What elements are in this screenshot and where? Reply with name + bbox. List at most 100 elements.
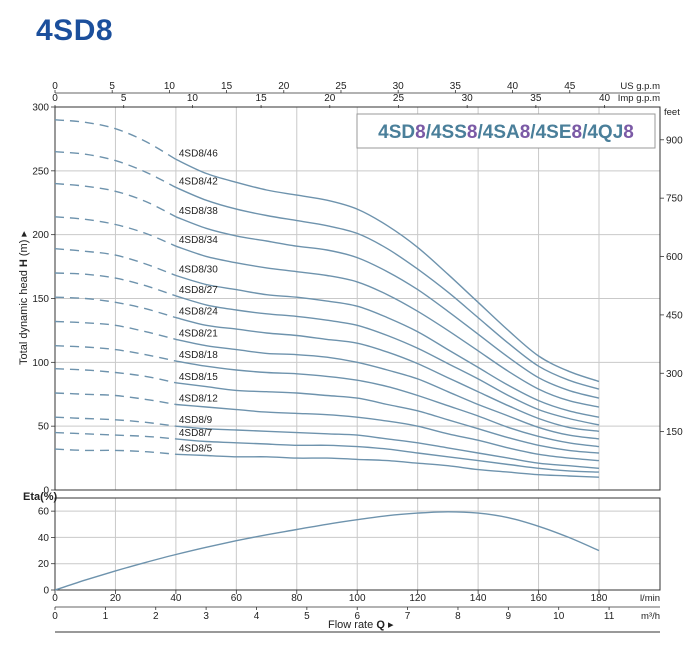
top-axis-tick-label: 5 [109,81,115,92]
head-curve-dashed [54,416,176,427]
top-axis-unit: US g.p.m [620,81,660,92]
curve-label: 4SD8/34 [179,235,218,246]
curve-label: 4SD8/30 [179,265,218,276]
left-axis-tick-label: 150 [32,294,49,305]
top-axis-tick-label: 0 [52,81,58,92]
curve-label: 4SD8/27 [179,285,218,296]
top-axis-tick-label: 45 [564,81,576,92]
head-axis-unit: (m) [18,240,30,257]
top-axis-tick-label: 10 [187,93,199,104]
head-curve-dashed [54,345,177,362]
curve-label: 4SD8/9 [179,415,213,426]
top-axis-tick-label: 40 [507,81,519,92]
feet-axis-tick-label: 150 [666,427,683,438]
top-axis-tick-label: 35 [450,81,462,92]
left-axis-tick-label: 0 [43,486,49,497]
series-banner-part: 8 [572,122,583,143]
svg-text:Total dynamic head: Total dynamic head H (m) ▸ [18,231,30,365]
left-axis-tick-label: 200 [32,230,49,241]
flow-axis-tick-label: 60 [231,593,243,604]
m3h-axis-unit: m³/h [641,611,660,622]
series-banner-part: /4QJ [582,122,623,143]
curve-labels: 4SD8/46 4SD8/42 4SD8/38 4SD8/34 4SD8/30 4SD8/… [179,148,218,454]
m3h-axis-tick-label: 11 [604,611,615,622]
left-axis-tick-label: 250 [32,166,49,177]
series-banner-part: 4SD [378,122,415,143]
top-axis-tick-label: 40 [599,93,611,104]
curve-label: 4SD8/12 [179,393,218,404]
feet-axis-tick-label: 450 [666,310,683,321]
head-curve [175,453,600,478]
curve-label: 4SD8/15 [179,372,218,383]
head-curve-dashed [54,392,177,406]
top-axis-tick-label: 25 [393,93,405,104]
head-curve [175,245,600,408]
series-banner-part: 8 [415,122,426,143]
left-axis-tick-label: 50 [38,422,50,433]
curve-label: 4SD8/42 [179,176,218,187]
m3h-axis-tick-label: 4 [254,611,260,622]
m3h-axis-tick-label: 1 [103,611,109,622]
head-curve-dashed [54,448,176,455]
eta-axis-tick-label: 60 [38,507,50,518]
head-curve [175,295,600,426]
flow-axis-tick-label: 180 [591,593,608,604]
head-chart-grid [55,107,660,490]
top-axis-tick-label: 20 [324,93,336,104]
top-axis-tick-label: 15 [256,93,268,104]
top-axis-tick-label: 30 [462,93,474,104]
flow-axis-tick-label: 40 [170,593,182,604]
series-banner-part: /4SS [426,122,467,143]
page-title: 4SD8 [36,14,114,47]
head-axis-left: 0 50 100 150 200 250 300 [32,103,55,497]
head-curve-dashed [54,151,177,189]
m3h-axis-tick-label: 7 [405,611,411,622]
curve-label: 4SD8/7 [179,428,213,439]
head-curve [175,403,600,462]
flow-axis-tick-label: 140 [470,593,487,604]
feet-axis-tick-label: 300 [666,369,683,380]
eta-axis-tick-label: 40 [38,533,50,544]
curve-label: 4SD8/21 [179,328,218,339]
head-curve [175,316,600,432]
m3h-axis-tick-label: 0 [52,611,58,622]
curve-label: 4SD8/24 [179,307,218,318]
m3h-axis-tick-label: 8 [455,611,461,622]
head-curve [175,274,600,418]
flow-axis-title: Flow rate Q ▸ [328,619,394,631]
head-curve [175,186,600,390]
head-curve-dashed [54,119,177,160]
head-curve [175,382,600,454]
efficiency-chart-grid [55,498,660,590]
eta-axis-tick-label: 20 [38,559,50,570]
efficiency-curve [54,511,600,591]
series-banner-part: /4SE [530,122,571,143]
head-axis-title: Total dynamic head H (m) ▸ [18,231,30,365]
feet-axis-tick-label: 600 [666,252,683,263]
head-curve-dashed [54,431,176,440]
series-banner-part: 8 [623,122,634,143]
series-banner-part: 8 [467,122,478,143]
head-curve [175,216,600,399]
top-axis-tick-label: 25 [335,81,347,92]
top-axis-unit: Imp g.p.m [618,93,660,104]
head-axis-feet: 150 300 450 600 750 900 [660,135,683,438]
series-banner-part: 8 [520,122,531,143]
series-banner-part: /4SA [477,122,520,143]
left-axis-tick-label: 100 [32,358,49,369]
flow-axis-tick-label: 20 [110,593,122,604]
head-axis-title-text: Total dynamic head [18,270,30,365]
head-curve [175,158,600,383]
curve-label: 4SD8/5 [179,443,213,454]
m3h-axis-tick-label: 5 [304,611,310,622]
head-axis-symbol: H [18,259,30,267]
head-curve-dashed [54,272,177,297]
head-curve-dashed [54,296,177,319]
curve-label: 4SD8/18 [179,350,218,361]
feet-axis-tick-label: 750 [666,194,683,205]
top-axis-tick-label: 35 [530,93,542,104]
head-curve [175,338,600,440]
head-curve-dashed [54,248,177,277]
top-axis-tick-label: 20 [278,81,290,92]
